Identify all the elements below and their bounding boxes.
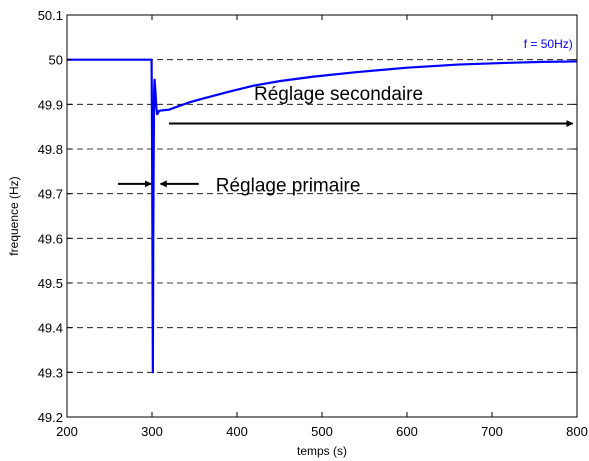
x-tick-label: 300: [141, 424, 163, 439]
series-line-frequency: [67, 58, 578, 374]
grid: [67, 59, 577, 373]
y-tick-label: 49.9: [38, 97, 63, 112]
y-tick-label: 49.6: [38, 231, 63, 246]
y-tick-label: 49.7: [38, 187, 63, 202]
x-tick-label: 800: [566, 424, 588, 439]
axes: 200 300 400 500 600 700 800 49.2 49.3 49.4 49.5 49.…: [38, 8, 588, 439]
y-axis-label: frequence (Hz): [7, 176, 21, 255]
series-label-text: f = 50Hz): [524, 37, 573, 51]
y-tick-label: 49.8: [38, 142, 63, 157]
x-tick-label: 200: [56, 424, 78, 439]
annotation-secondary-text: Réglage secondaire: [254, 84, 423, 105]
x-tick-label: 600: [396, 424, 418, 439]
x-tick-label: 400: [226, 424, 248, 439]
y-tick-label: 49.5: [38, 276, 63, 291]
x-tick-label: 700: [481, 424, 503, 439]
annotation-primary-text: Réglage primaire: [216, 176, 361, 197]
y-tick-label: 49.2: [38, 410, 63, 425]
y-tick-label: 49.4: [38, 321, 63, 336]
y-tick-label: 50.1: [38, 8, 63, 23]
y-tick-label: 49.3: [38, 365, 63, 380]
annotations: f = 50Hz) Réglage secondaire Réglage prima…: [118, 37, 574, 197]
series-layer: [67, 58, 578, 374]
y-tick-label: 50: [49, 53, 63, 68]
x-tick-label: 500: [311, 424, 333, 439]
x-axis-label: temps (s): [297, 444, 347, 458]
